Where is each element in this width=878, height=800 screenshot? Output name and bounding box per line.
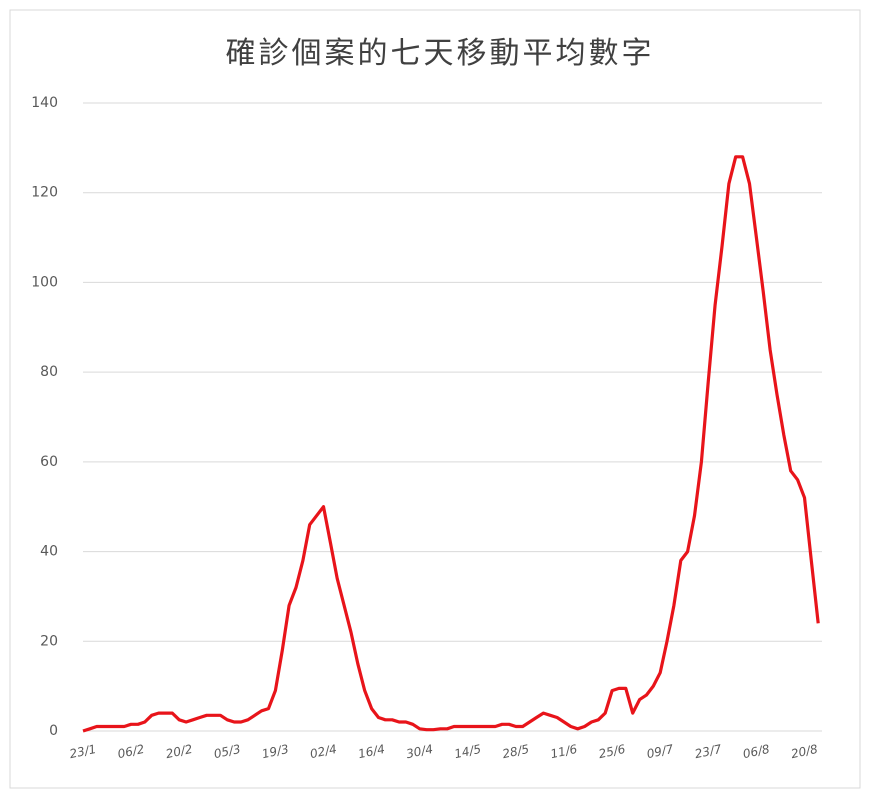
x-tick-label: 23/1 bbox=[68, 742, 97, 761]
x-tick-label: 11/6 bbox=[549, 742, 579, 761]
x-tick-label: 05/3 bbox=[213, 742, 242, 761]
x-tick-label: 06/8 bbox=[742, 742, 772, 761]
x-tick-label: 06/2 bbox=[116, 742, 145, 761]
chart-title: 確診個案的七天移動平均數字 bbox=[226, 36, 655, 71]
x-tick-label: 19/3 bbox=[261, 742, 290, 761]
y-tick-label: 40 bbox=[40, 544, 58, 560]
y-tick-label: 100 bbox=[31, 274, 58, 290]
x-tick-label: 09/7 bbox=[645, 742, 675, 761]
x-tick-label: 20/8 bbox=[790, 742, 820, 761]
data-line bbox=[82, 155, 820, 733]
y-tick-label: 120 bbox=[31, 185, 58, 201]
x-tick-label: 28/5 bbox=[501, 742, 530, 761]
x-tick-label: 25/6 bbox=[597, 742, 627, 761]
x-tick-label: 30/4 bbox=[405, 742, 434, 761]
x-tick-label: 20/2 bbox=[164, 742, 193, 761]
x-tick-label: 02/4 bbox=[309, 742, 338, 761]
chart-frame bbox=[9, 9, 861, 789]
x-tick-label: 14/5 bbox=[453, 742, 482, 761]
y-tick-label: 140 bbox=[31, 95, 58, 111]
y-tick-label: 20 bbox=[40, 633, 58, 649]
y-tick-label: 0 bbox=[49, 723, 58, 739]
x-tick-label: 23/7 bbox=[694, 742, 724, 761]
y-tick-label: 60 bbox=[40, 454, 58, 470]
y-tick-label: 80 bbox=[40, 364, 58, 380]
x-tick-label: 16/4 bbox=[357, 742, 386, 761]
